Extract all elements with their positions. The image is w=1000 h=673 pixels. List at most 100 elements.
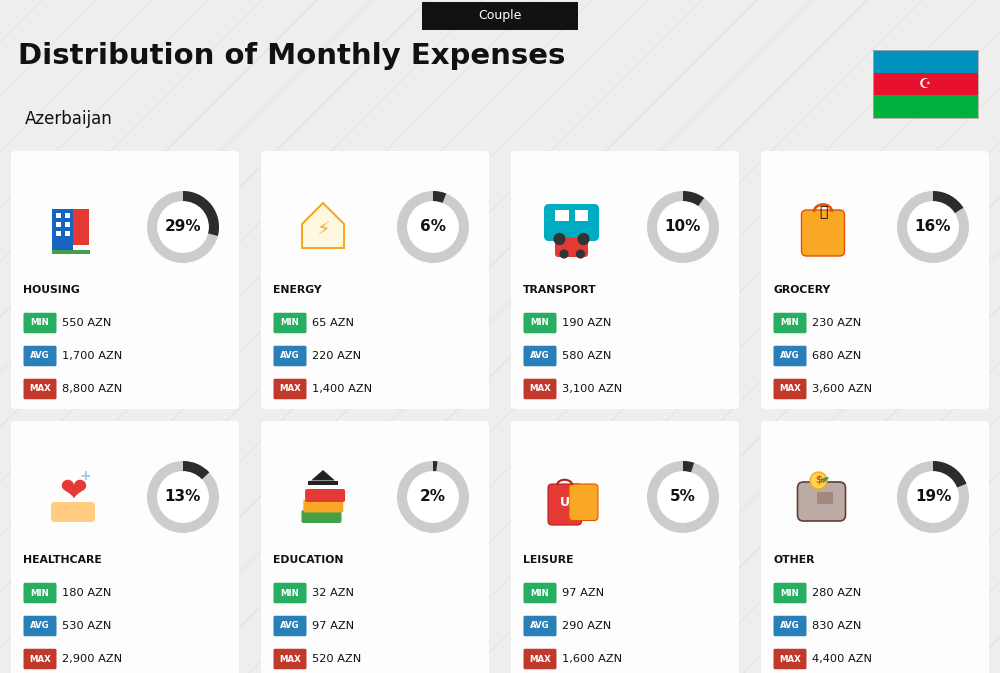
FancyBboxPatch shape: [274, 313, 306, 333]
Text: AVG: AVG: [280, 621, 300, 631]
FancyBboxPatch shape: [11, 421, 239, 673]
Text: OTHER: OTHER: [773, 555, 814, 565]
Text: MIN: MIN: [531, 318, 549, 328]
FancyBboxPatch shape: [23, 616, 56, 636]
Text: 1,700 AZN: 1,700 AZN: [62, 351, 122, 361]
Wedge shape: [933, 191, 963, 213]
Text: 13%: 13%: [165, 489, 201, 505]
Text: 65 AZN: 65 AZN: [312, 318, 354, 328]
Text: 🌿: 🌿: [819, 205, 827, 219]
Text: 190 AZN: 190 AZN: [562, 318, 611, 328]
FancyBboxPatch shape: [302, 510, 342, 523]
Bar: [56, 213, 61, 218]
Circle shape: [408, 472, 458, 522]
Text: MAX: MAX: [279, 655, 301, 664]
FancyBboxPatch shape: [524, 313, 556, 333]
Wedge shape: [397, 461, 469, 533]
Text: GROCERY: GROCERY: [773, 285, 830, 295]
Text: ENERGY: ENERGY: [273, 285, 322, 295]
Text: AVG: AVG: [530, 621, 550, 631]
FancyBboxPatch shape: [23, 583, 56, 603]
Text: MAX: MAX: [529, 655, 551, 664]
FancyBboxPatch shape: [51, 502, 95, 522]
Text: Distribution of Monthly Expenses: Distribution of Monthly Expenses: [18, 42, 565, 70]
Text: 180 AZN: 180 AZN: [62, 588, 111, 598]
Text: 280 AZN: 280 AZN: [812, 588, 861, 598]
Bar: [555, 211, 569, 221]
Text: MAX: MAX: [779, 655, 801, 664]
Wedge shape: [897, 461, 969, 533]
FancyBboxPatch shape: [555, 238, 588, 257]
FancyBboxPatch shape: [274, 616, 306, 636]
Text: 290 AZN: 290 AZN: [562, 621, 611, 631]
Circle shape: [158, 202, 208, 252]
FancyBboxPatch shape: [774, 346, 806, 366]
Text: 6%: 6%: [420, 219, 446, 234]
FancyBboxPatch shape: [274, 649, 306, 669]
Text: 3,600 AZN: 3,600 AZN: [812, 384, 872, 394]
FancyBboxPatch shape: [23, 346, 56, 366]
FancyBboxPatch shape: [548, 484, 582, 525]
Text: ❤: ❤: [59, 474, 87, 507]
Text: 97 AZN: 97 AZN: [312, 621, 354, 631]
Circle shape: [577, 250, 584, 258]
Text: 2%: 2%: [420, 489, 446, 505]
Text: MIN: MIN: [281, 318, 299, 328]
Text: MAX: MAX: [529, 384, 551, 394]
FancyBboxPatch shape: [544, 204, 599, 241]
Bar: [574, 211, 588, 221]
FancyBboxPatch shape: [511, 421, 739, 673]
Text: 3,100 AZN: 3,100 AZN: [562, 384, 622, 394]
FancyBboxPatch shape: [511, 151, 739, 409]
Wedge shape: [647, 461, 719, 533]
Text: MAX: MAX: [279, 384, 301, 394]
Text: MIN: MIN: [281, 588, 299, 598]
Circle shape: [554, 234, 565, 244]
Bar: [873, 96, 978, 118]
Circle shape: [810, 472, 827, 489]
FancyBboxPatch shape: [274, 583, 306, 603]
FancyBboxPatch shape: [774, 379, 806, 399]
Text: 19%: 19%: [915, 489, 951, 505]
Text: 5%: 5%: [670, 489, 696, 505]
FancyBboxPatch shape: [305, 489, 345, 502]
Text: HEALTHCARE: HEALTHCARE: [23, 555, 102, 565]
Bar: [56, 221, 61, 227]
Text: MAX: MAX: [29, 384, 51, 394]
Text: 1,400 AZN: 1,400 AZN: [312, 384, 372, 394]
FancyBboxPatch shape: [774, 616, 806, 636]
Text: 32 AZN: 32 AZN: [312, 588, 354, 598]
Wedge shape: [433, 191, 446, 203]
FancyBboxPatch shape: [569, 484, 598, 520]
Wedge shape: [683, 191, 704, 207]
Text: U: U: [560, 497, 570, 509]
Wedge shape: [433, 461, 438, 472]
Text: 1,600 AZN: 1,600 AZN: [562, 654, 622, 664]
FancyBboxPatch shape: [524, 379, 556, 399]
Bar: [308, 481, 338, 485]
FancyBboxPatch shape: [23, 379, 56, 399]
FancyBboxPatch shape: [802, 210, 844, 256]
FancyBboxPatch shape: [23, 649, 56, 669]
Text: 830 AZN: 830 AZN: [812, 621, 861, 631]
Text: MAX: MAX: [29, 655, 51, 664]
FancyBboxPatch shape: [23, 313, 56, 333]
Circle shape: [560, 250, 568, 258]
Wedge shape: [897, 191, 969, 263]
Text: MAX: MAX: [779, 384, 801, 394]
Circle shape: [908, 472, 958, 522]
FancyBboxPatch shape: [261, 151, 489, 409]
Text: MIN: MIN: [531, 588, 549, 598]
Text: 520 AZN: 520 AZN: [312, 654, 361, 664]
Text: ⚡: ⚡: [316, 221, 330, 240]
Text: MIN: MIN: [781, 318, 799, 328]
Circle shape: [578, 234, 589, 244]
FancyBboxPatch shape: [274, 346, 306, 366]
Wedge shape: [647, 191, 719, 263]
Bar: [873, 73, 978, 96]
Bar: [56, 231, 61, 236]
Text: +: +: [79, 469, 91, 483]
Text: HOUSING: HOUSING: [23, 285, 80, 295]
Wedge shape: [683, 461, 694, 473]
FancyBboxPatch shape: [774, 583, 806, 603]
